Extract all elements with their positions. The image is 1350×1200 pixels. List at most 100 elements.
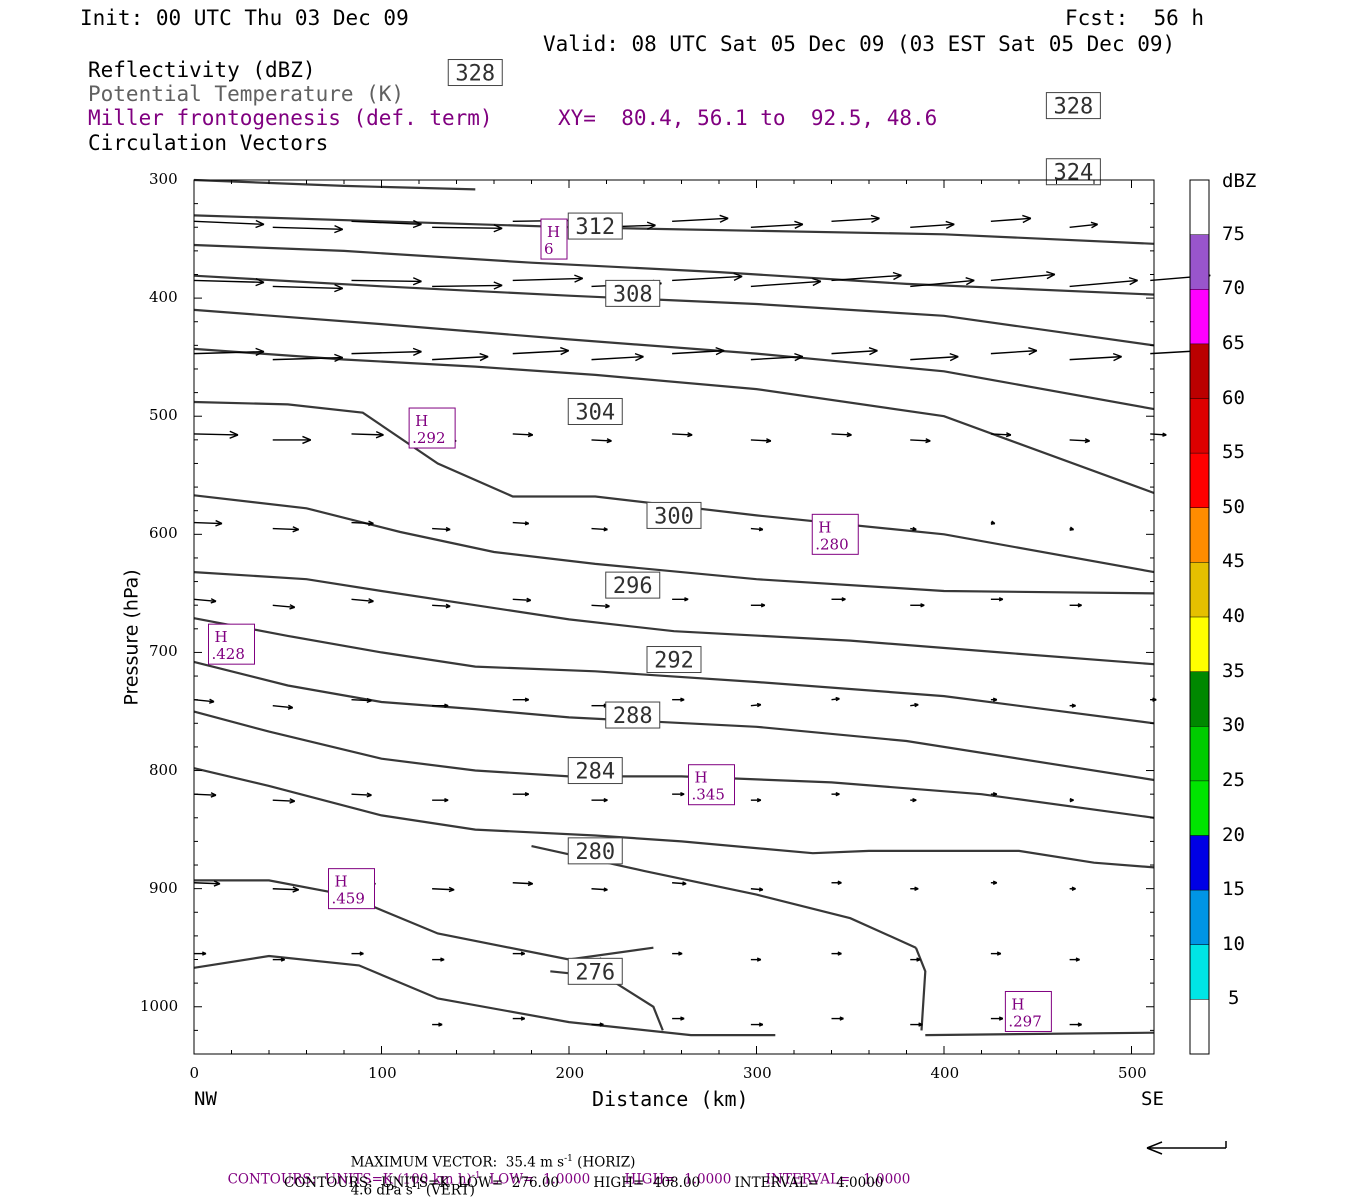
circulation-vector xyxy=(672,346,725,356)
circulation-vector xyxy=(512,597,532,603)
x-end-left: NW xyxy=(194,1088,217,1110)
circulation-vector xyxy=(194,951,207,956)
circulation-vector xyxy=(272,526,300,533)
circulation-vector xyxy=(272,435,312,445)
circulation-vector xyxy=(591,887,608,892)
contour-labels: 276 280 284 288 292 296 300 304 308 312 324 328 328 xyxy=(447,59,1101,985)
circulation-vector xyxy=(1069,603,1082,608)
theta-contour-300 xyxy=(193,571,1155,666)
circulation-vector xyxy=(351,951,364,956)
circulation-vector xyxy=(512,697,530,702)
circulation-vector xyxy=(672,1016,685,1021)
colorbar-title: dBZ xyxy=(1222,170,1257,192)
y-tick-label: 600 xyxy=(149,524,178,543)
frontogenesis-max: H.459 xyxy=(328,868,375,910)
svg-text:288: 288 xyxy=(613,704,653,729)
svg-text:280: 280 xyxy=(575,840,615,865)
svg-text:308: 308 xyxy=(613,282,653,307)
colorbar-segment xyxy=(1190,726,1209,781)
x-tick-label: 400 xyxy=(930,1064,960,1082)
svg-text:H: H xyxy=(695,769,708,787)
circulation-vector xyxy=(672,881,687,886)
svg-text:304: 304 xyxy=(575,400,615,425)
circulation-vector xyxy=(1069,526,1075,531)
circulation-vector xyxy=(432,1022,443,1027)
svg-text:H: H xyxy=(215,628,228,646)
colorbar-segment xyxy=(1190,617,1209,672)
circulation-vector xyxy=(432,224,503,233)
circulation-vector xyxy=(990,880,998,885)
footer-fronto-units: CONTOURS: UNITS=K (100 km h) xyxy=(227,1171,472,1187)
circulation-vector xyxy=(351,277,422,286)
circulation-vector xyxy=(672,432,693,438)
colorbar-segment xyxy=(1190,234,1209,290)
colorbar-segment xyxy=(1190,999,1209,1054)
circulation-vector xyxy=(1069,352,1122,362)
colorbar-segment xyxy=(1190,507,1209,563)
contour-label-300: 300 xyxy=(646,501,702,529)
circulation-vector xyxy=(512,432,534,438)
circulation-vector xyxy=(831,597,846,602)
circulation-vector xyxy=(990,520,996,525)
colorbar-segment xyxy=(1190,180,1209,235)
circulation-vector xyxy=(1069,276,1138,288)
colorbar-label: 35 xyxy=(1222,659,1245,682)
circulation-vector xyxy=(672,951,683,956)
svg-text:296: 296 xyxy=(613,574,653,599)
theta-contour-312 xyxy=(193,347,1155,495)
colorbar-label: 45 xyxy=(1222,550,1245,573)
theta-contour-276 xyxy=(914,947,927,1031)
circulation-vector xyxy=(750,220,804,229)
circulation-vector xyxy=(351,598,374,604)
theta-contour-292 xyxy=(193,660,1155,782)
theta-contour-316 xyxy=(193,308,1155,411)
circulation-vector xyxy=(1069,1022,1082,1027)
circulation-vector xyxy=(672,697,685,702)
theta-contour-288 xyxy=(193,710,1155,819)
frontogenesis-max: H.280 xyxy=(811,513,859,555)
circulation-vector xyxy=(672,272,743,282)
footer-frontogenesis-contours: CONTOURS: UNITS=K (100 km h)-1 LOW= 1.00… xyxy=(219,1158,911,1187)
colorbar-segment xyxy=(1190,453,1209,508)
theta-contour-332 xyxy=(193,214,1155,245)
colorbar-label: 70 xyxy=(1222,277,1245,300)
circulation-vector xyxy=(193,880,221,887)
contour-label-288: 288 xyxy=(605,701,661,729)
circulation-vector xyxy=(750,438,772,444)
theta-contour-324 xyxy=(193,274,1155,347)
colorbar-segment xyxy=(1190,398,1209,454)
circulation-vector xyxy=(672,214,729,223)
colorbar-segment xyxy=(1190,343,1209,399)
colorbar-segment xyxy=(1190,780,1209,836)
footer-sup: -1 xyxy=(412,1182,422,1192)
reference-vector-arrow xyxy=(1146,1141,1227,1155)
colorbar-label: 25 xyxy=(1222,768,1245,791)
plot-frame xyxy=(193,179,1155,1055)
circulation-vector xyxy=(591,603,610,609)
circulation-vector xyxy=(432,957,445,962)
circulation-vector xyxy=(990,271,1056,282)
svg-text:292: 292 xyxy=(654,649,694,674)
colorbar-label: 55 xyxy=(1222,441,1245,464)
circulation-vector xyxy=(432,281,503,290)
circulation-vector xyxy=(831,696,840,702)
svg-text:H: H xyxy=(1011,995,1024,1013)
svg-text:.297: .297 xyxy=(1008,1012,1041,1030)
circulation-vector xyxy=(831,951,842,956)
contour-label-324: 324 xyxy=(1045,158,1101,186)
contour-label-284: 284 xyxy=(567,757,623,785)
colorbar-segment xyxy=(1190,289,1209,344)
field-frontogenesis: Miller frontogenesis (def. term) xyxy=(88,106,493,130)
circulation-vector xyxy=(1069,957,1080,962)
circulation-vector xyxy=(831,432,852,438)
y-tick-label: 400 xyxy=(149,288,178,307)
circulation-vector xyxy=(990,791,998,797)
circulation-vector xyxy=(351,697,372,704)
contour-label-328: 328 xyxy=(1045,92,1101,120)
circulation-vector xyxy=(910,797,917,803)
circulation-vector xyxy=(351,792,372,798)
frontogenesis-max: H.345 xyxy=(688,764,735,806)
footer-fronto-range: LOW= 1.0000 HIGH= 1.0000 INTERVAL= 1.000… xyxy=(480,1171,911,1187)
circulation-vector xyxy=(512,951,526,956)
